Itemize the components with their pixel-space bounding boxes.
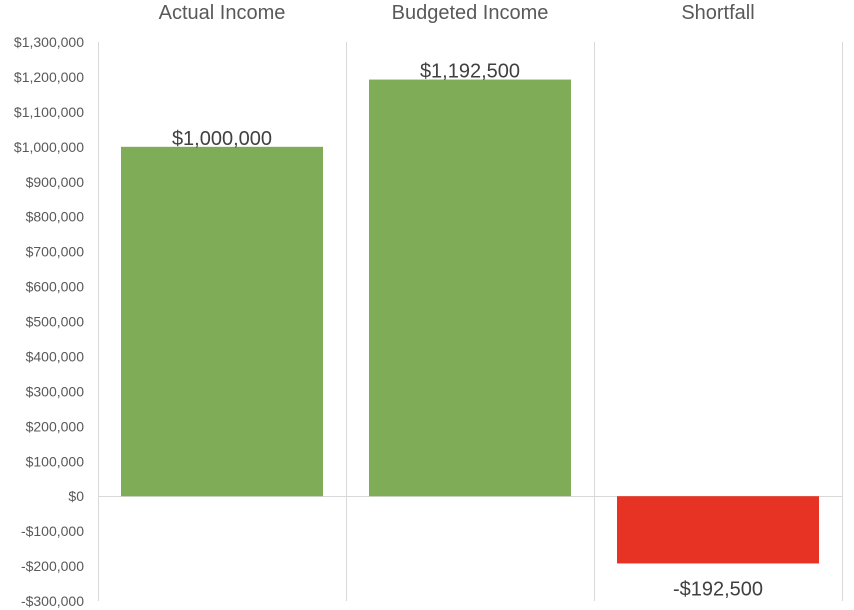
category-label: Budgeted Income [392, 2, 549, 24]
bar [121, 147, 323, 496]
y-tick-label: $400,000 [26, 348, 85, 364]
y-tick-label: $900,000 [26, 174, 85, 190]
y-tick-label: $1,000,000 [14, 139, 84, 155]
y-tick-label: $300,000 [26, 383, 85, 399]
y-tick-label: $1,200,000 [14, 69, 84, 85]
y-tick-label: -$200,000 [21, 558, 84, 574]
y-tick-label: $600,000 [26, 279, 85, 295]
y-tick-label: $1,300,000 [14, 34, 84, 50]
y-tick-label: $500,000 [26, 314, 85, 330]
data-label: $1,000,000 [172, 128, 272, 150]
data-label: $1,192,500 [420, 61, 520, 83]
category-label: Actual Income [159, 2, 286, 24]
y-tick-label: $100,000 [26, 453, 85, 469]
y-tick-label: -$300,000 [21, 593, 84, 609]
y-tick-label: $800,000 [26, 209, 85, 225]
y-tick-label: $200,000 [26, 418, 85, 434]
y-tick-label: $0 [68, 488, 84, 504]
y-tick-label: $1,100,000 [14, 104, 84, 120]
y-tick-label: $700,000 [26, 244, 85, 260]
y-tick-label: -$100,000 [21, 523, 84, 539]
bar [617, 496, 819, 563]
category-label: Shortfall [681, 2, 754, 24]
data-label: -$192,500 [673, 578, 763, 600]
bar [369, 80, 571, 497]
bar-layer [121, 80, 819, 564]
